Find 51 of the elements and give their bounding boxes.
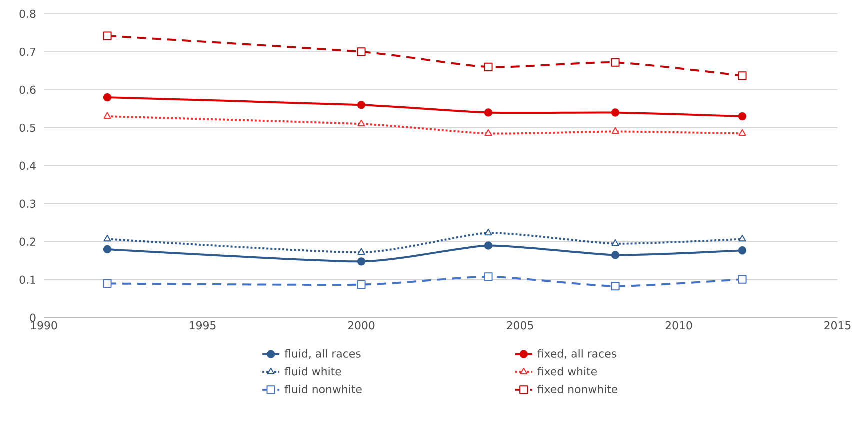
point (738, 129, 746, 136)
y-tick-label: 0 (30, 314, 36, 322)
point (612, 128, 620, 134)
point (103, 32, 112, 40)
y-tick-label: 0.1 (20, 276, 36, 284)
legend-label: fixed white (538, 367, 598, 376)
point (358, 248, 366, 256)
point (738, 72, 747, 80)
point (611, 108, 620, 117)
legend-label: fluid nonwhite (284, 385, 362, 394)
point (484, 108, 493, 117)
point (738, 246, 747, 255)
point (484, 228, 492, 236)
x-tick-label: 1995 (190, 321, 216, 330)
y-tick-label: 0.4 (20, 162, 36, 170)
legend-label: fixed, all races (538, 349, 617, 360)
point (611, 58, 620, 67)
legend-label: fluid white (284, 367, 342, 376)
point (103, 245, 112, 254)
point (738, 235, 746, 242)
y-tick-label: 0.8 (20, 10, 36, 18)
point (484, 129, 492, 136)
point (484, 242, 493, 250)
point (357, 280, 366, 290)
x-tick-label: 1990 (31, 321, 58, 330)
point (738, 275, 747, 284)
legend-label: fluid, all races (284, 349, 361, 360)
x-tick-label: 2015 (824, 321, 851, 330)
y-tick-label: 0.5 (20, 124, 36, 132)
x-tick-label: 2005 (507, 321, 534, 330)
point (611, 251, 620, 260)
point (738, 112, 747, 121)
point (612, 240, 620, 246)
point (357, 101, 366, 110)
point (104, 112, 112, 120)
point (103, 94, 112, 102)
x-tick-label: 2000 (348, 321, 375, 330)
y-tick-label: 0.2 (20, 238, 36, 246)
point (484, 62, 493, 72)
y-tick-label: 0.3 (20, 200, 36, 208)
point (484, 272, 493, 282)
y-tick-label: 0.7 (20, 48, 36, 56)
x-tick-label: 2010 (666, 321, 692, 330)
point (103, 279, 112, 288)
point (357, 48, 366, 56)
point (358, 120, 366, 127)
y-tick-label: 0.6 (20, 86, 36, 94)
legend-label: fixed nonwhite (538, 385, 618, 394)
point (611, 282, 620, 291)
point (104, 235, 112, 242)
point (357, 258, 366, 266)
